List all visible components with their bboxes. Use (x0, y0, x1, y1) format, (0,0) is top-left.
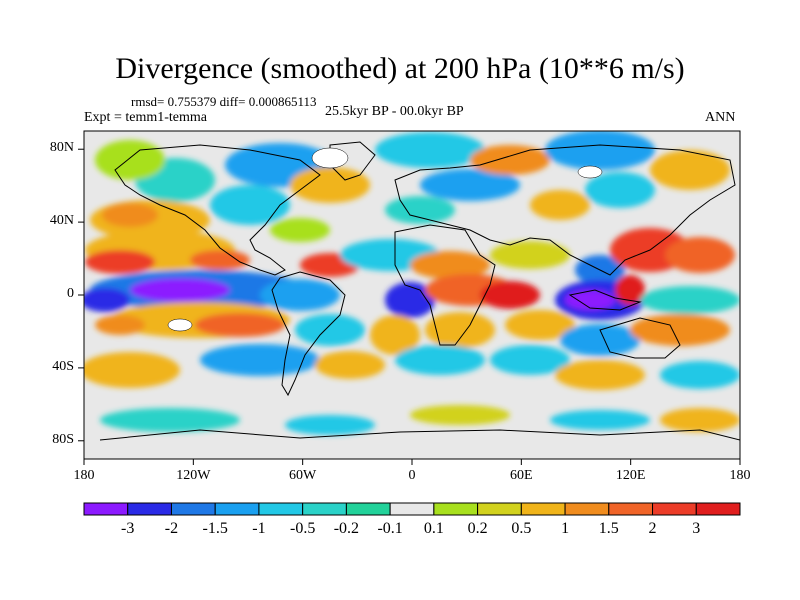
colorbar-swatch (695, 502, 741, 516)
colorbar-swatch (258, 502, 304, 516)
lon-tick-label: 0 (408, 468, 416, 483)
colorbar-label: -0.1 (377, 520, 403, 537)
colorbar-swatch (433, 502, 479, 516)
coastlines (99, 141, 740, 441)
colorbar-swatch (127, 502, 172, 516)
experiment-label: Expt = temm1-temma (84, 110, 207, 125)
colorbar-swatch (652, 502, 697, 516)
colorbar-label: 1.5 (598, 520, 619, 537)
lat-tick-label: 40N (49, 213, 74, 229)
colorbar-label: -0.2 (333, 520, 360, 537)
lat-tick-label: 40S (52, 358, 74, 374)
colorbar-label: -1.5 (202, 520, 228, 537)
lon-tick-label: 60E (510, 468, 533, 483)
colorbar-label: 0.1 (423, 520, 444, 537)
lon-tick-label: 180 (729, 468, 751, 483)
stats-text: rmsd= 0.755379 diff= 0.000865113 (131, 94, 317, 109)
axis-ticks (78, 148, 741, 465)
lat-tick-label: 0 (67, 286, 74, 301)
colorbar-label: -1 (252, 520, 266, 537)
lon-tick-label: 60W (289, 468, 317, 483)
colorbar-label: 0.5 (511, 520, 532, 537)
colorbar (83, 502, 741, 516)
colorbar-label: -2 (164, 520, 179, 537)
colorbar-swatch (302, 502, 347, 516)
period-label: 25.5kyr BP - 00.0kyr BP (325, 104, 464, 119)
colorbar-swatch (345, 502, 391, 516)
colorbar-label: -0.5 (289, 520, 316, 537)
colorbar-label: -3 (121, 520, 135, 537)
lat-tick-label: 80S (52, 431, 74, 447)
lon-tick-label: 120W (176, 468, 211, 483)
colorbar-swatch (170, 502, 216, 516)
lon-tick-label: 180 (73, 468, 95, 483)
colorbar-swatch (83, 502, 129, 516)
season-label: ANN (705, 110, 736, 125)
colorbar-swatch (608, 502, 654, 516)
colorbar-label: 2 (648, 520, 657, 537)
colorbar-swatch (477, 502, 522, 516)
colorbar-label: 0.2 (467, 520, 488, 537)
colorbar-label: 1 (561, 520, 570, 537)
colorbar-swatch (214, 502, 260, 516)
lon-tick-label: 120E (615, 468, 646, 483)
colorbar-label: 3 (692, 520, 701, 537)
lat-tick-label: 80N (49, 140, 74, 156)
colorbar-swatch (389, 502, 435, 516)
divergence-field (84, 131, 740, 459)
map-title: Divergence (smoothed) at 200 hPa (10**6 … (115, 52, 685, 85)
colorbar-swatch (564, 502, 610, 516)
colorbar-swatch (520, 502, 566, 516)
